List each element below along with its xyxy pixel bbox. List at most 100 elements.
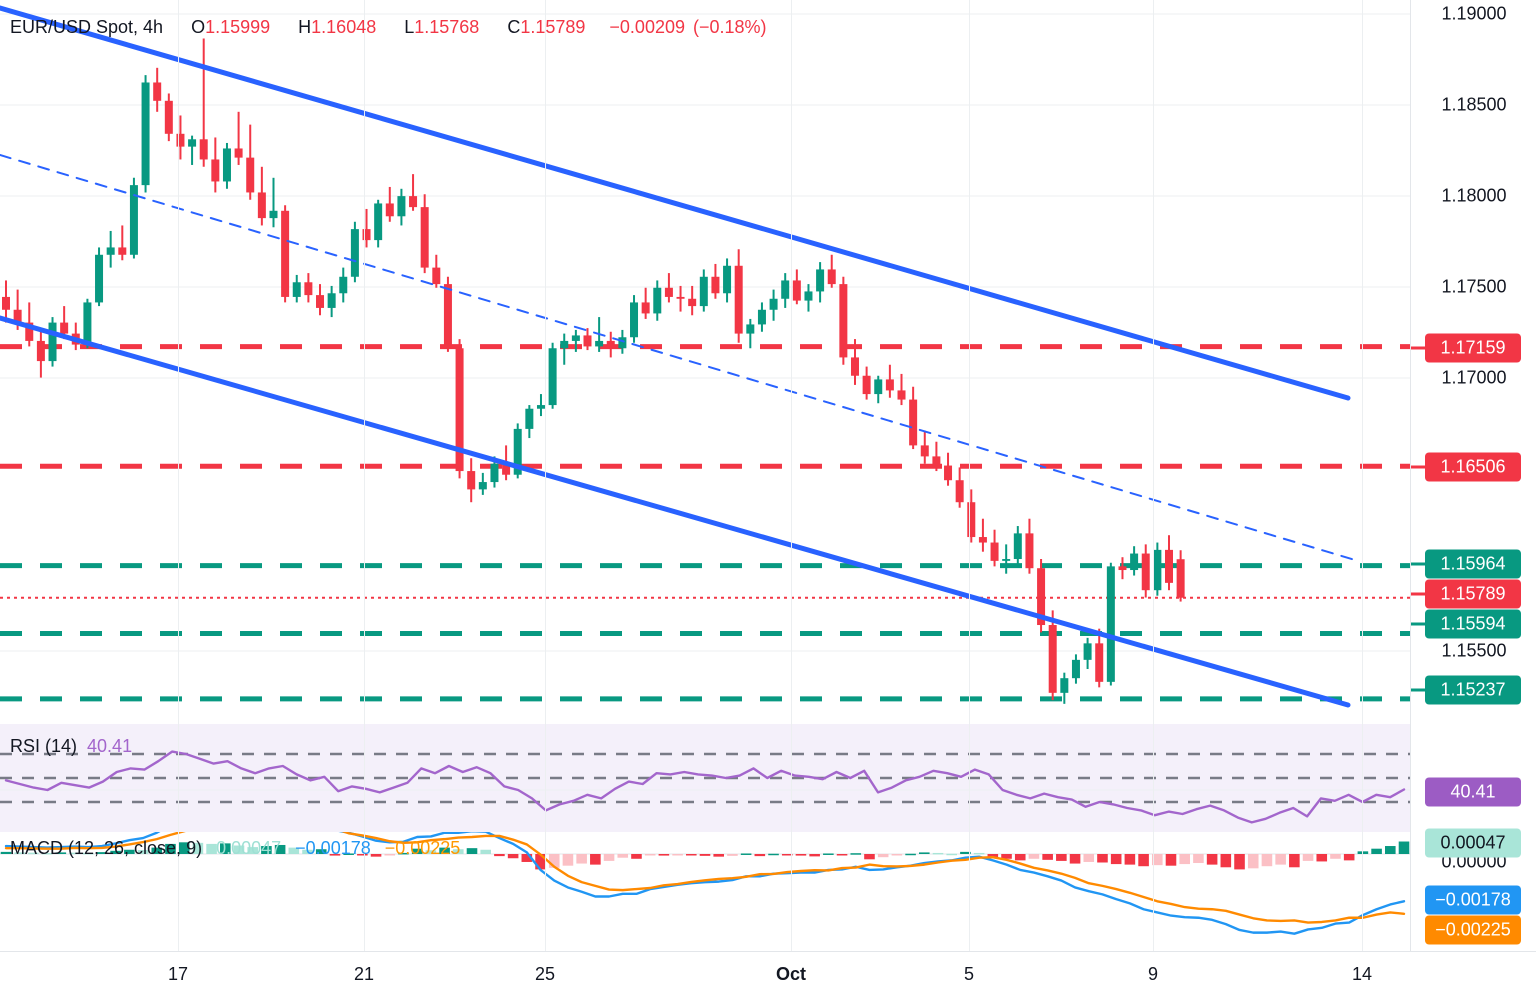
macd-histogram-bar[interactable] xyxy=(1083,854,1095,862)
price-level-badge[interactable]: 1.15594 xyxy=(1425,609,1521,639)
price-level-badge[interactable]: 1.15789 xyxy=(1425,579,1521,609)
macd-histogram-bar[interactable] xyxy=(370,854,382,857)
macd-histogram-bar[interactable] xyxy=(1179,854,1190,865)
macd-histogram-bar[interactable] xyxy=(28,852,39,855)
candle-body[interactable] xyxy=(478,482,487,490)
macd-histogram-bar[interactable] xyxy=(494,854,505,857)
macd-histogram-bar[interactable] xyxy=(919,852,930,854)
macd-histogram-bar[interactable] xyxy=(137,850,149,854)
candle-body[interactable] xyxy=(106,247,115,255)
candle-body[interactable] xyxy=(385,203,394,217)
macd-histogram-bar[interactable] xyxy=(1316,854,1328,862)
macd-histogram-bar[interactable] xyxy=(644,854,656,856)
macd-histogram-bar[interactable] xyxy=(466,848,478,854)
time-axis[interactable]: 17 21 25 Oct 5 9 14 xyxy=(0,951,1536,994)
candle-body[interactable] xyxy=(246,157,255,193)
candle-body[interactable] xyxy=(95,254,104,303)
macd-histogram-bar[interactable] xyxy=(206,843,217,854)
macd-histogram-bar[interactable] xyxy=(535,854,546,870)
candle-body[interactable] xyxy=(932,456,941,466)
macd-histogram-bar[interactable] xyxy=(110,850,121,854)
trendline-channel-lower[interactable] xyxy=(0,315,1351,708)
candle-body[interactable] xyxy=(1141,553,1150,591)
candle-body[interactable] xyxy=(630,302,639,338)
candle-body[interactable] xyxy=(548,348,557,406)
macd-histogram-bar[interactable] xyxy=(82,852,94,855)
rsi-line[interactable] xyxy=(4,750,1406,824)
macd-histogram-bar[interactable] xyxy=(877,854,889,858)
candle-body[interactable] xyxy=(1060,678,1069,693)
candle-body[interactable] xyxy=(13,309,22,323)
macd-histogram-bar[interactable] xyxy=(247,847,258,854)
candle-body[interactable] xyxy=(664,287,673,297)
candle-body[interactable] xyxy=(1025,533,1034,569)
rsi-pane[interactable] xyxy=(0,724,1410,832)
macd-histogram-bar[interactable] xyxy=(1042,854,1053,860)
macd-histogram-bar[interactable] xyxy=(411,848,423,854)
macd-histogram-bar[interactable] xyxy=(274,844,286,854)
candle-body[interactable] xyxy=(839,284,848,358)
macd-histogram-bar[interactable] xyxy=(425,850,437,854)
candle-body[interactable] xyxy=(397,196,406,217)
macd-histogram-bar[interactable] xyxy=(165,843,176,854)
macd-histogram-bar[interactable] xyxy=(1261,854,1273,867)
macd-histogram-bar[interactable] xyxy=(699,854,711,856)
candle-body[interactable] xyxy=(688,298,697,307)
price-level-badge[interactable]: 1.17159 xyxy=(1425,333,1521,363)
macd-histogram-bar[interactable] xyxy=(631,854,642,859)
macd-histogram-bar[interactable] xyxy=(1398,841,1410,854)
candle-body[interactable] xyxy=(1153,549,1162,591)
candle-body[interactable] xyxy=(1118,566,1127,571)
macd-histogram-bar[interactable] xyxy=(809,854,820,857)
macd-histogram-bar[interactable] xyxy=(343,853,354,855)
candle-body[interactable] xyxy=(25,322,34,341)
macd-histogram-bar[interactable] xyxy=(384,854,396,856)
macd-histogram-bar[interactable] xyxy=(1343,854,1355,861)
macd-histogram-bar[interactable] xyxy=(178,842,190,854)
trendline-channel-upper[interactable] xyxy=(0,5,1351,401)
candle-body[interactable] xyxy=(83,302,92,345)
macd-histogram-bar[interactable] xyxy=(548,854,560,868)
macd-histogram-bar[interactable] xyxy=(1110,854,1122,865)
candle-body[interactable] xyxy=(1130,553,1139,571)
candle-body[interactable] xyxy=(36,340,45,362)
candle-body[interactable] xyxy=(420,207,429,268)
candle-body[interactable] xyxy=(513,428,522,475)
macd-signal-line[interactable] xyxy=(4,832,1406,924)
macd-histogram-bar[interactable] xyxy=(562,854,574,866)
price-pane[interactable] xyxy=(0,0,1410,724)
macd-histogram-bar[interactable] xyxy=(1357,851,1369,854)
candle-body[interactable] xyxy=(909,399,918,446)
macd-histogram-bar[interactable] xyxy=(0,851,12,854)
candle-body[interactable] xyxy=(432,267,441,285)
macd-histogram-bar[interactable] xyxy=(1028,854,1040,859)
macd-histogram-bar[interactable] xyxy=(1206,854,1218,865)
macd-pane[interactable] xyxy=(0,832,1410,951)
macd-value-badge[interactable]: 0.00047 xyxy=(1425,828,1521,858)
candle-body[interactable] xyxy=(2,296,10,310)
macd-histogram-bar[interactable] xyxy=(261,846,272,854)
candle-body[interactable] xyxy=(1083,643,1092,660)
macd-histogram-bar[interactable] xyxy=(850,853,862,855)
candle-body[interactable] xyxy=(804,291,813,301)
candle-body[interactable] xyxy=(606,340,615,349)
candle-body[interactable] xyxy=(850,357,859,376)
macd-histogram-bar[interactable] xyxy=(1001,854,1012,859)
macd-histogram-bar[interactable] xyxy=(836,854,848,856)
candle-body[interactable] xyxy=(292,282,301,297)
candle-body[interactable] xyxy=(304,282,313,296)
candle-body[interactable] xyxy=(269,210,278,219)
candle-body[interactable] xyxy=(746,324,755,334)
macd-histogram-bar[interactable] xyxy=(329,854,341,856)
candle-body[interactable] xyxy=(1037,568,1046,626)
candle-body[interactable] xyxy=(1176,559,1185,598)
candle-body[interactable] xyxy=(1106,566,1115,682)
macd-histogram-bar[interactable] xyxy=(576,854,587,864)
candle-body[interactable] xyxy=(1002,559,1011,561)
candle-body[interactable] xyxy=(897,390,906,400)
macd-histogram-bar[interactable] xyxy=(124,849,135,854)
candle-body[interactable] xyxy=(222,148,231,182)
candle-body[interactable] xyxy=(129,185,138,255)
candle-body[interactable] xyxy=(164,100,173,134)
macd-histogram-bar[interactable] xyxy=(1097,854,1108,863)
